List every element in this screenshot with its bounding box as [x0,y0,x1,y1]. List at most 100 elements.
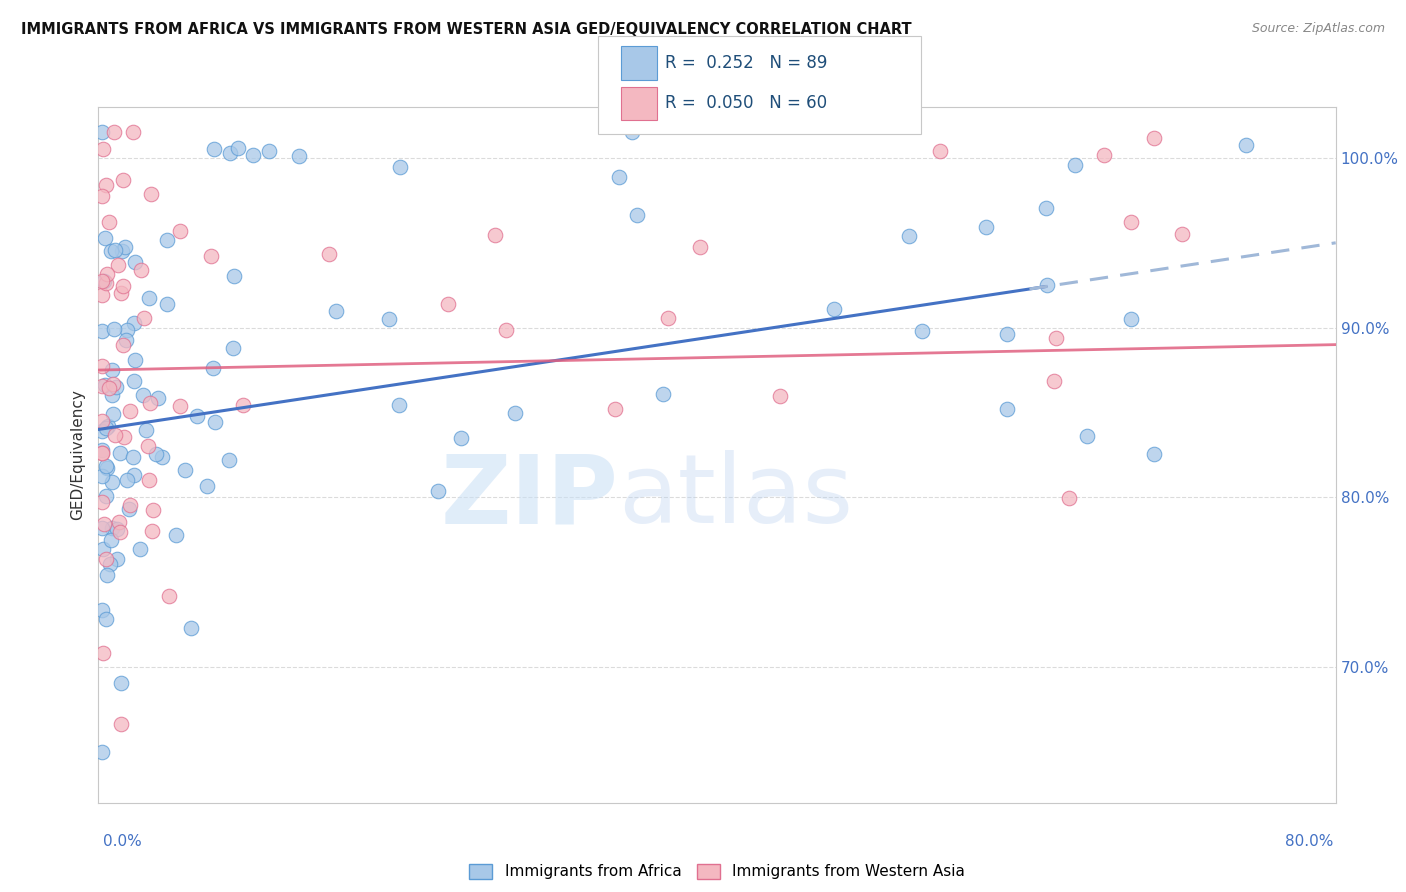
Point [626,208,648,222]
Point [112,337,135,351]
Point [90,495,112,509]
Point [110,676,132,690]
Point [90,468,112,483]
Point [96,489,118,503]
Point [222,341,245,355]
Point [139,396,162,410]
Point [101,521,124,535]
Point [90,445,112,459]
Point [122,374,145,388]
Point [204,143,226,157]
Point [388,160,411,174]
Point [1121,312,1143,326]
Point [103,322,125,336]
Point [1076,429,1098,443]
Point [112,430,135,444]
Point [141,524,163,538]
Point [242,147,264,161]
Point [823,301,845,316]
Point [93,274,115,288]
Point [91,442,114,457]
Point [426,483,449,498]
Point [101,362,124,376]
Point [96,611,118,625]
Point [139,187,162,202]
Point [495,323,517,337]
Point [1035,201,1057,215]
Point [115,473,138,487]
Point [174,463,197,477]
Point [118,501,141,516]
Point [450,431,472,445]
Point [202,361,225,376]
Point [108,515,131,529]
Text: R =  0.050   N = 60: R = 0.050 N = 60 [665,95,827,112]
Point [257,144,280,158]
Point [124,255,146,269]
Point [1143,446,1166,460]
Point [104,243,127,257]
Point [218,453,240,467]
Point [138,291,160,305]
Point [103,126,125,140]
Point [132,310,155,325]
Point [98,558,121,572]
Point [232,398,254,412]
Text: atlas: atlas [619,450,853,543]
Text: IMMIGRANTS FROM AFRICA VS IMMIGRANTS FROM WESTERN ASIA GED/EQUIVALENCY CORRELATI: IMMIGRANTS FROM AFRICA VS IMMIGRANTS FRO… [21,22,911,37]
Point [1170,227,1192,242]
Point [96,460,118,475]
Point [101,388,124,402]
Point [90,602,112,616]
Point [1234,138,1257,153]
Point [91,324,114,338]
Point [108,525,131,540]
Point [200,249,222,263]
Point [93,541,115,556]
Point [607,170,630,185]
Point [105,551,128,566]
Text: Source: ZipAtlas.com: Source: ZipAtlas.com [1251,22,1385,36]
Point [90,379,112,393]
Point [118,499,141,513]
Point [621,126,644,140]
Point [997,326,1019,341]
Text: ZIP: ZIP [440,450,619,543]
Point [652,386,675,401]
Point [96,567,118,582]
Legend: Immigrants from Africa, Immigrants from Western Asia: Immigrants from Africa, Immigrants from … [464,857,970,886]
Point [150,450,173,464]
Point [122,450,145,464]
Point [94,378,117,392]
Point [129,262,152,277]
Point [186,409,208,423]
Point [100,475,122,489]
Point [156,233,179,247]
Point [101,376,124,391]
Point [107,522,129,536]
Point [90,288,112,302]
Point [503,406,526,420]
Point [928,144,950,158]
Point [195,479,218,493]
Point [111,244,134,259]
Point [1042,374,1064,388]
Point [100,244,122,259]
Point [115,333,138,347]
Y-axis label: GED/Equivalency: GED/Equivalency [70,390,86,520]
Point [98,381,121,395]
Point [995,401,1018,416]
Point [124,353,146,368]
Point [110,717,132,731]
Point [93,516,115,531]
Point [112,278,135,293]
Point [1119,215,1142,229]
Point [378,311,401,326]
Point [129,542,152,557]
Point [98,215,121,229]
Point [107,258,129,272]
Point [110,286,132,301]
Point [122,126,145,140]
Point [897,229,920,244]
Point [90,126,112,140]
